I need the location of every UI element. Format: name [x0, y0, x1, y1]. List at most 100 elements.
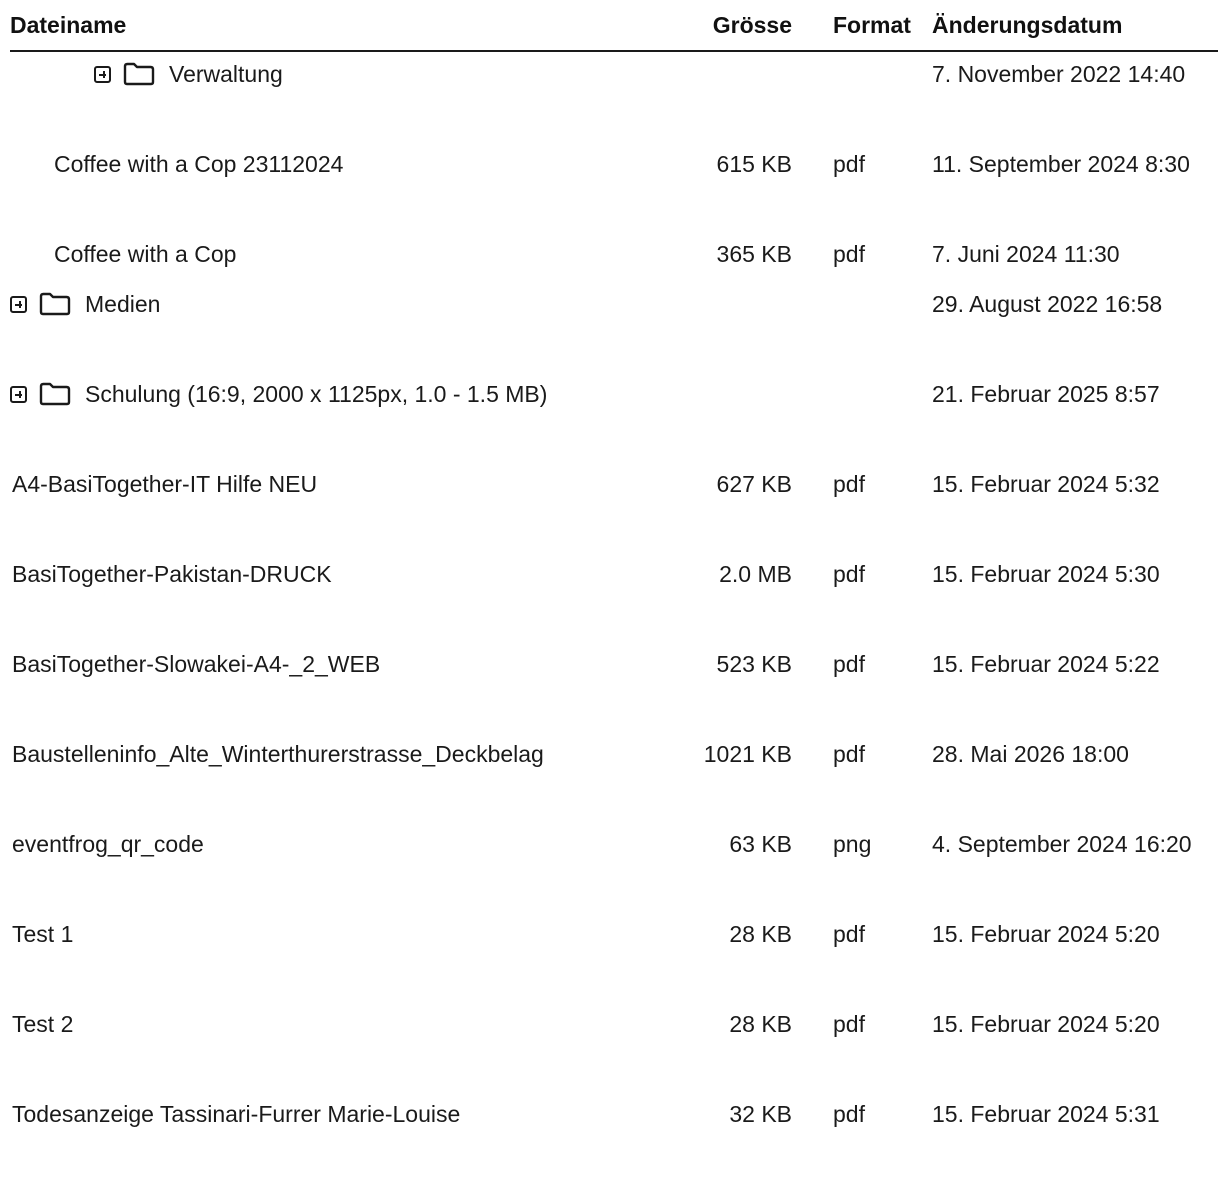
- format-cell: pdf: [833, 471, 865, 497]
- modified-cell: 15. Februar 2024 5:20: [932, 1011, 1160, 1037]
- filename-cell: A4-BasiTogether-IT Hilfe NEU: [10, 462, 640, 552]
- format-cell: [802, 282, 932, 372]
- folder-name-link[interactable]: Verwaltung: [169, 61, 283, 87]
- folder-controls: [10, 374, 85, 414]
- modified-cell: 15. Februar 2024 5:31: [932, 1101, 1160, 1127]
- filename-wrap: BasiTogether-Pakistan-DRUCK: [10, 554, 600, 594]
- column-header-format[interactable]: Format: [802, 0, 932, 52]
- filename-wrap: BasiTogether-Slowakei-A4-_2_WEB: [10, 644, 600, 684]
- filename-cell: Test 2: [10, 1002, 640, 1092]
- column-header-filename[interactable]: Dateiname: [10, 0, 640, 52]
- size-cell: 627 KB: [716, 471, 792, 497]
- file-name-link[interactable]: Baustelleninfo_Alte_Winterthurerstrasse_…: [12, 741, 544, 767]
- file-table: Dateiname Grösse Format Änderungsdatum V…: [10, 0, 1218, 1182]
- modified-cell: 28. Mai 2026 18:00: [932, 741, 1129, 767]
- file-name-link[interactable]: BasiTogether-Pakistan-DRUCK: [12, 561, 332, 587]
- file-name-link[interactable]: Test 1: [12, 921, 74, 947]
- format-cell: pdf: [833, 921, 865, 947]
- file-row[interactable]: Test 2 28 KB pdf 15. Februar 2024 5:20: [10, 1002, 1218, 1092]
- format-cell: pdf: [833, 651, 865, 677]
- modified-cell: 15. Februar 2024 5:22: [932, 651, 1160, 677]
- file-name-link[interactable]: Todesanzeige Tassinari-Furrer Marie-Loui…: [12, 1101, 461, 1127]
- expand-plus-icon[interactable]: [10, 385, 27, 403]
- size-cell: [640, 51, 802, 142]
- format-cell: pdf: [833, 151, 865, 177]
- filename-wrap: Schulung (16:9, 2000 x 1125px, 1.0 - 1.5…: [10, 374, 600, 414]
- filename-wrap: Test 1: [10, 914, 600, 954]
- file-row[interactable]: Baustelleninfo_Alte_Winterthurerstrasse_…: [10, 732, 1218, 822]
- file-name-link[interactable]: Coffee with a Cop 23112024: [54, 151, 344, 177]
- filename-wrap: eventfrog_qr_code: [10, 824, 600, 864]
- size-cell: 2.0 MB: [719, 561, 792, 587]
- file-name-link[interactable]: Coffee with a Cop: [54, 241, 237, 267]
- file-row[interactable]: Coffee with a Cop 23112024 615 KB pdf 11. S…: [10, 142, 1218, 232]
- filename-cell: Schulung (16:9, 2000 x 1125px, 1.0 - 1.5…: [10, 372, 640, 462]
- size-cell: 32 KB: [729, 1101, 792, 1127]
- folder-name-link[interactable]: Medien: [85, 291, 161, 317]
- filename-wrap: Baustelleninfo_Alte_Winterthurerstrasse_…: [10, 734, 600, 774]
- file-row[interactable]: Test 1 28 KB pdf 15. Februar 2024 5:20: [10, 912, 1218, 1002]
- size-cell: 615 KB: [716, 151, 792, 177]
- format-cell: png: [833, 831, 872, 857]
- filename-wrap: Verwaltung: [10, 54, 600, 94]
- filename-cell: Coffee with a Cop: [10, 232, 640, 282]
- modified-cell: 29. August 2022 16:58: [932, 291, 1163, 317]
- file-row[interactable]: Coffee with a Cop 365 KB pdf 7. Juni 2024 1…: [10, 232, 1218, 282]
- filename-cell: Baustelleninfo_Alte_Winterthurerstrasse_…: [10, 732, 640, 822]
- table-header-row: Dateiname Grösse Format Änderungsdatum: [10, 0, 1218, 52]
- file-row[interactable]: A4-BasiTogether-IT Hilfe NEU 627 KB pdf 15.…: [10, 462, 1218, 552]
- modified-cell: 11. September 2024 8:30: [932, 151, 1190, 177]
- format-cell: [802, 51, 932, 142]
- column-header-modified[interactable]: Änderungsdatum: [932, 0, 1218, 52]
- filename-cell: Medien: [10, 282, 640, 372]
- filename-cell: BasiTogether-Pakistan-DRUCK: [10, 552, 640, 642]
- file-list: Verwaltung 7. November 2022 14:40 Coffee w…: [10, 51, 1218, 1182]
- folder-row[interactable]: Schulung (16:9, 2000 x 1125px, 1.0 - 1.5…: [10, 372, 1218, 462]
- size-cell: 1021 KB: [703, 741, 792, 767]
- modified-cell: 15. Februar 2024 5:30: [932, 561, 1160, 587]
- filename-wrap: Coffee with a Cop: [10, 234, 600, 274]
- folder-controls: [10, 284, 85, 324]
- file-name-link[interactable]: A4-BasiTogether-IT Hilfe NEU: [12, 471, 318, 497]
- column-header-size[interactable]: Grösse: [640, 0, 802, 52]
- file-name-link[interactable]: BasiTogether-Slowakei-A4-_2_WEB: [12, 651, 381, 677]
- size-cell: 365 KB: [716, 241, 792, 267]
- format-cell: [802, 372, 932, 462]
- size-cell: [640, 372, 802, 462]
- folder-icon: [123, 62, 155, 86]
- size-cell: 28 KB: [729, 921, 792, 947]
- folder-icon: [39, 382, 71, 406]
- modified-cell: 21. Februar 2025 8:57: [932, 381, 1160, 407]
- filename-cell: BasiTogether-Slowakei-A4-_2_WEB: [10, 642, 640, 732]
- folder-row[interactable]: Verwaltung 7. November 2022 14:40: [10, 51, 1218, 142]
- format-cell: pdf: [833, 561, 865, 587]
- expand-plus-icon[interactable]: [10, 295, 27, 313]
- folder-icon: [39, 292, 71, 316]
- file-row[interactable]: eventfrog_qr_code 63 KB png 4. September 20…: [10, 822, 1218, 912]
- size-cell: [640, 282, 802, 372]
- filename-wrap: Medien: [10, 284, 600, 324]
- filename-cell: eventfrog_qr_code: [10, 822, 640, 912]
- format-cell: pdf: [833, 741, 865, 767]
- filename-cell: Todesanzeige Tassinari-Furrer Marie-Loui…: [10, 1092, 640, 1182]
- folder-name-link[interactable]: Schulung (16:9, 2000 x 1125px, 1.0 - 1.5…: [85, 381, 548, 407]
- format-cell: pdf: [833, 1011, 865, 1037]
- modified-cell: 4. September 2024 16:20: [932, 831, 1192, 857]
- size-cell: 63 KB: [729, 831, 792, 857]
- file-row[interactable]: Todesanzeige Tassinari-Furrer Marie-Loui…: [10, 1092, 1218, 1182]
- file-name-link[interactable]: Test 2: [12, 1011, 74, 1037]
- expand-plus-icon[interactable]: [94, 65, 111, 83]
- folder-row[interactable]: Medien 29. August 2022 16:58: [10, 282, 1218, 372]
- file-row[interactable]: BasiTogether-Slowakei-A4-_2_WEB 523 KB pdf…: [10, 642, 1218, 732]
- file-name-link[interactable]: eventfrog_qr_code: [12, 831, 204, 857]
- filename-wrap: Coffee with a Cop 23112024: [10, 144, 600, 184]
- size-cell: 28 KB: [729, 1011, 792, 1037]
- modified-cell: 7. Juni 2024 11:30: [932, 241, 1120, 267]
- folder-controls: [94, 54, 169, 94]
- filename-cell: Test 1: [10, 912, 640, 1002]
- format-cell: pdf: [833, 1101, 865, 1127]
- file-row[interactable]: BasiTogether-Pakistan-DRUCK 2.0 MB pdf 15. …: [10, 552, 1218, 642]
- format-cell: pdf: [833, 241, 865, 267]
- filename-wrap: Todesanzeige Tassinari-Furrer Marie-Loui…: [10, 1094, 600, 1134]
- modified-cell: 15. Februar 2024 5:32: [932, 471, 1160, 497]
